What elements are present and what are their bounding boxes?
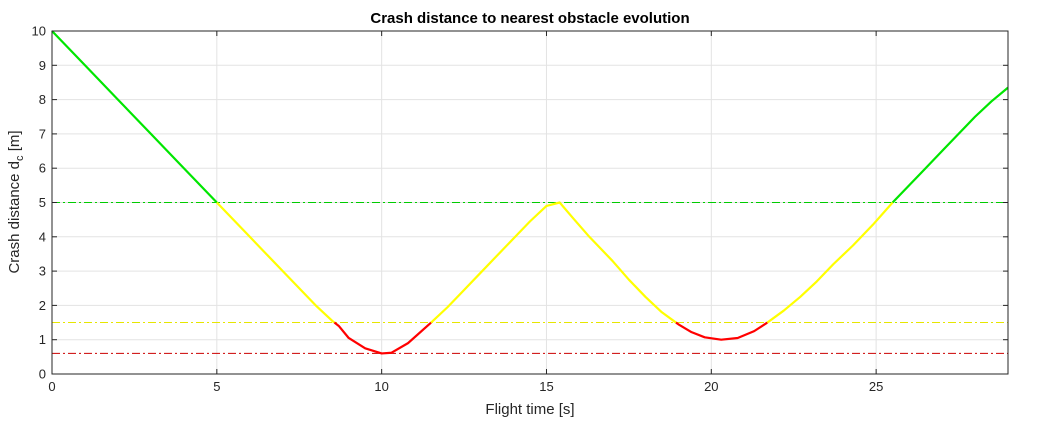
x-tick-label: 25 (869, 379, 883, 394)
x-axis-ticks: 0 5 10 15 20 25 (48, 31, 883, 394)
series-line-safe (51, 30, 218, 204)
y-tick-label: 0 (39, 367, 46, 382)
y-tick-label: 10 (32, 24, 46, 39)
y-tick-label: 7 (39, 126, 46, 141)
y-tick-label: 6 (39, 161, 46, 176)
x-tick-label: 20 (704, 379, 718, 394)
y-tick-label: 1 (39, 332, 46, 347)
y-tick-label: 4 (39, 229, 46, 244)
series-line-warning (430, 201, 677, 324)
grid (51, 30, 1008, 375)
y-axis-label-subscript: c (14, 155, 26, 161)
y-tick-label: 5 (39, 195, 46, 210)
series-line-danger (333, 321, 432, 355)
data-series (51, 30, 1009, 355)
y-axis-ticks: 0 1 2 3 4 5 6 7 8 9 10 (32, 24, 1008, 382)
series-line-warning (216, 201, 336, 324)
y-axis-label: Crash distance dc [m] (6, 130, 26, 273)
chart-title: Crash distance to nearest obstacle evolu… (370, 10, 689, 27)
x-tick-label: 15 (539, 379, 553, 394)
series-line-warning (766, 201, 894, 324)
y-tick-label: 8 (39, 92, 46, 107)
series-line-danger (675, 321, 768, 341)
y-axis-label-main: Crash distance d (6, 161, 23, 274)
x-tick-label: 10 (374, 379, 388, 394)
y-tick-label: 9 (39, 58, 46, 73)
threshold-lines (52, 202, 1008, 354)
x-axis-label: Flight time [s] (485, 401, 574, 418)
series-line-safe (891, 86, 1009, 204)
y-tick-label: 3 (39, 264, 46, 279)
x-tick-label: 0 (48, 379, 55, 394)
x-tick-label: 5 (213, 379, 220, 394)
y-tick-label: 2 (39, 298, 46, 313)
y-axis-label-unit: [m] (6, 130, 23, 155)
